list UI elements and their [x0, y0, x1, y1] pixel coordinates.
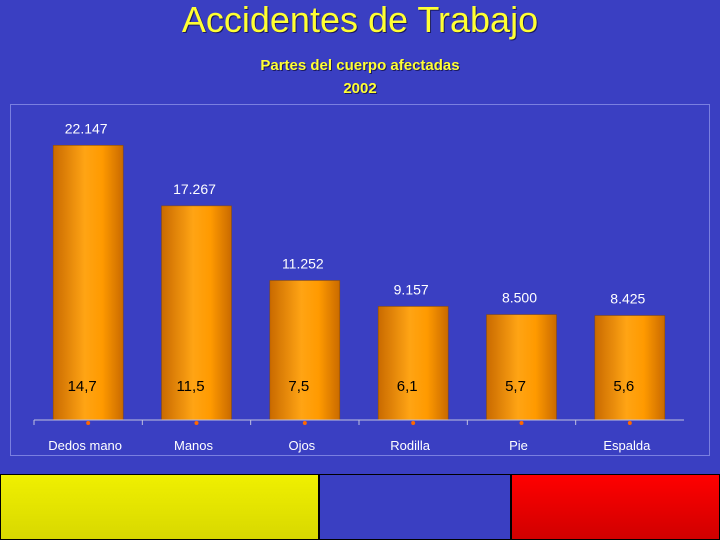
x-tick-label-3: Ojos	[288, 438, 315, 453]
data-label-value-5: 8.500	[502, 290, 537, 306]
x-tick-dot-6	[627, 421, 632, 425]
footer-color-bands	[0, 474, 720, 540]
bar-3	[269, 280, 341, 421]
bar-1	[52, 145, 124, 421]
x-tick-label-2: Manos	[174, 438, 214, 453]
x-tick-label-1: Dedos mano	[48, 438, 122, 453]
plot-area	[10, 104, 710, 456]
chart-subtitle: Partes del cuerpo afectadas 2002	[0, 54, 720, 100]
chart-subtitle-line1: Partes del cuerpo afectadas	[260, 57, 460, 74]
chart-subtitle-year: 2002	[343, 80, 377, 97]
data-label-value-4: 9.157	[394, 281, 429, 297]
data-label-percent-3: 7,5	[288, 378, 309, 395]
bar-5	[486, 314, 557, 421]
x-tick-label-4: Rodilla	[390, 438, 431, 453]
data-label-percent-2: 11,5	[176, 378, 204, 395]
x-tick-dot-2	[194, 421, 199, 425]
x-tick-dot-4	[411, 421, 416, 425]
x-tick-dot-5	[519, 421, 524, 425]
data-label-percent-4: 6,1	[397, 378, 418, 395]
page-title: Accidentes de Trabajo	[181, 0, 539, 40]
data-label-percent-6: 5,6	[613, 378, 634, 395]
footer-band-red	[511, 474, 720, 540]
bar-chart: 22.147 14,7 Dedos mano 17.267 11,5 Manos 11.25…	[33, 120, 684, 453]
x-tick-dot-1	[86, 421, 91, 425]
data-label-value-3: 11.252	[282, 255, 324, 271]
bar-2	[161, 205, 232, 421]
x-tick-label-6: Espalda	[603, 438, 651, 453]
data-label-percent-5: 5,7	[505, 378, 526, 395]
bar-6	[594, 315, 666, 421]
bar-4	[377, 306, 449, 421]
x-tick-label-5: Pie	[509, 438, 528, 453]
data-label-value-2: 17.267	[173, 181, 216, 197]
data-label-percent-1: 14,7	[68, 378, 97, 395]
data-label-value-6: 8.425	[610, 291, 645, 307]
footer-band-blue	[319, 474, 511, 540]
x-tick-dot-3	[302, 421, 307, 425]
footer-band-yellow	[0, 474, 319, 540]
data-label-value-1: 22.147	[65, 120, 108, 136]
